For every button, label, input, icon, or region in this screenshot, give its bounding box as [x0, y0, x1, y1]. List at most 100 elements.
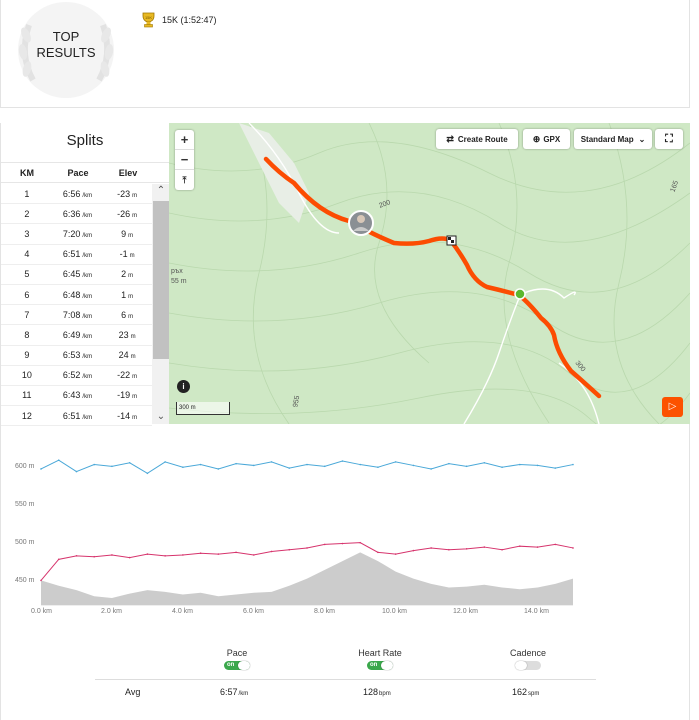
avg-cadence-value: 162 — [512, 687, 528, 697]
heart-rate-point — [164, 555, 166, 557]
heart-rate-point — [430, 547, 432, 549]
pace-point — [519, 463, 521, 466]
pace-line — [40, 459, 574, 474]
heart-rate-point — [111, 554, 113, 556]
heart-rate-point — [359, 541, 362, 544]
split-elev-value: 6 — [121, 309, 127, 320]
map-style-select[interactable]: Standard Map ⌄ — [574, 129, 652, 149]
pace-point — [359, 463, 362, 466]
split-elev-unit: m — [129, 253, 135, 260]
scroll-thumb[interactable] — [153, 201, 169, 359]
split-km: 12 — [21, 410, 32, 421]
gpx-label: GPX — [543, 134, 561, 144]
route-map[interactable]: ръх 55 m 200 165 300 955 + − ⤒ ⇄ Create … — [169, 123, 690, 424]
elevation-chart[interactable]: 600 m 550 m 500 m 450 m 0.0 km 2.0 km 4.… — [0, 437, 580, 622]
pace-point — [288, 467, 291, 469]
header-pace: Pace — [67, 167, 89, 178]
split-pace-value: 6:52 — [62, 370, 81, 381]
avg-pace-unit: /km — [238, 691, 249, 697]
split-elev: -26 m — [102, 209, 152, 219]
split-km: 10 — [21, 370, 32, 381]
y-tick: 550 m — [15, 501, 35, 508]
splits-table: 1 6:56/km -23 m 2 6:36/km -26 m 3 7:20/km 9 m 4 6:51/… — [1, 184, 152, 427]
pace-point — [341, 460, 344, 462]
splits-scrollbar[interactable]: ⌃ ⌄ — [152, 184, 170, 424]
toggle-knob — [515, 661, 527, 670]
split-pace: 6:43/km — [53, 390, 103, 400]
split-km: 11 — [22, 390, 32, 401]
map-label-peak-elev: 55 m — [171, 278, 187, 285]
heart-rate-point — [128, 556, 131, 559]
split-pace: 6:48/km — [53, 290, 103, 300]
x-tick: 8.0 km — [314, 608, 336, 615]
split-km: 5 — [24, 269, 30, 280]
fullscreen-icon: ⛶ — [665, 132, 673, 145]
pace-point — [235, 462, 237, 465]
table-row: 9 6:53/km 24 m — [1, 346, 152, 366]
split-pace-value: 6:56 — [62, 188, 81, 199]
heart-rate-point — [323, 543, 326, 546]
pace-point — [57, 459, 60, 461]
table-row: 11 6:43/km -19 m — [1, 386, 152, 407]
split-elev-unit: m — [132, 192, 138, 199]
split-pace-unit: /km — [82, 232, 93, 239]
gpx-button[interactable]: ⊕ GPX — [523, 129, 570, 149]
pace-toggle-group: Pace on — [192, 648, 282, 672]
chart-canvas — [40, 459, 574, 606]
top-label-line2: RESULTS — [36, 45, 96, 60]
heart-rate-point — [554, 543, 557, 546]
split-pace: 7:20/km — [53, 229, 103, 239]
x-tick: 0.0 km — [31, 608, 53, 615]
download-icon: ⊕ — [532, 133, 541, 144]
x-tick: 10.0 km — [382, 608, 407, 615]
elevation-area — [41, 552, 573, 605]
create-route-button[interactable]: ⇄ Create Route — [436, 129, 518, 149]
cadence-toggle[interactable] — [515, 661, 541, 670]
avg-hr-unit: bpm — [379, 691, 391, 697]
split-pace-value: 6:36 — [62, 208, 81, 219]
map-scale: 300 m — [176, 402, 230, 415]
info-icon[interactable]: i — [177, 380, 190, 393]
split-pace-unit: /km — [82, 374, 93, 381]
toggle-knob — [238, 661, 250, 670]
top-result-item[interactable]: 15K 15K (1:52:47) — [141, 12, 217, 28]
split-pace: 6:56/km — [53, 189, 103, 199]
split-pace-unit: /km — [82, 414, 93, 421]
heart-rate-toggle[interactable]: on — [367, 661, 393, 670]
split-km: 9 — [24, 350, 30, 361]
reset-north-button[interactable]: ⤒ — [182, 175, 187, 185]
split-elev-unit: m — [130, 354, 136, 361]
panel-border-left — [0, 424, 1, 720]
split-elev: -1 m — [102, 249, 152, 259]
svg-text:15K: 15K — [145, 15, 152, 20]
zoom-in-button[interactable]: + — [175, 130, 194, 150]
pace-point — [128, 462, 131, 464]
header-km: KM — [20, 167, 34, 178]
split-pace-value: 6:53 — [62, 350, 81, 361]
fullscreen-button[interactable]: ⛶ — [655, 129, 683, 149]
map-label-peak: ръх — [171, 268, 183, 275]
toggle-on-text: on — [370, 662, 378, 668]
toggle-knob — [381, 661, 393, 670]
table-row: 4 6:51/km -1 m — [1, 245, 152, 265]
zoom-out-button[interactable]: − — [175, 150, 194, 170]
split-elev: -22 m — [102, 370, 152, 380]
split-pace-value: 6:51 — [62, 410, 81, 421]
scroll-down-icon[interactable]: ⌄ — [156, 411, 166, 422]
scroll-up-icon[interactable]: ⌃ — [156, 185, 166, 196]
heart-rate-point — [75, 555, 78, 557]
split-elev: -19 m — [102, 390, 152, 400]
split-elev-value: 9 — [121, 228, 127, 239]
pace-point — [306, 463, 308, 466]
split-pace-value: 6:49 — [62, 329, 81, 340]
table-row: 10 6:52/km -22 m — [1, 366, 152, 386]
heart-rate-point — [483, 546, 486, 548]
split-elev-unit: m — [128, 313, 134, 320]
pace-toggle[interactable]: on — [224, 661, 250, 670]
flyover-play-button[interactable]: ▷ — [662, 397, 683, 417]
averages-row: Avg 6:57/km 128bpm 162spm — [95, 679, 596, 705]
heart-rate-toggle-group: Heart Rate on — [335, 648, 425, 672]
heart-rate-point — [412, 549, 415, 552]
laurel-wreath-icon — [18, 2, 114, 98]
